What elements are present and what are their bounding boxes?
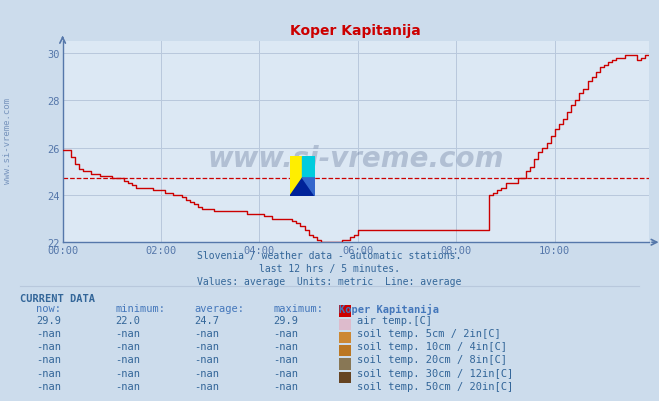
Text: -nan: -nan [115, 368, 140, 378]
Text: -nan: -nan [36, 381, 61, 391]
Text: soil temp. 20cm / 8in[C]: soil temp. 20cm / 8in[C] [357, 354, 507, 365]
Text: 29.9: 29.9 [273, 315, 299, 325]
Text: maximum:: maximum: [273, 303, 324, 313]
Text: -nan: -nan [273, 328, 299, 338]
Text: 22.0: 22.0 [115, 315, 140, 325]
Polygon shape [302, 156, 315, 196]
Polygon shape [290, 156, 302, 196]
Title: Koper Kapitanija: Koper Kapitanija [291, 24, 421, 38]
Polygon shape [302, 178, 315, 196]
Text: soil temp. 10cm / 4in[C]: soil temp. 10cm / 4in[C] [357, 341, 507, 351]
Text: air temp.[C]: air temp.[C] [357, 315, 432, 325]
Text: -nan: -nan [115, 354, 140, 365]
Text: -nan: -nan [194, 354, 219, 365]
Text: -nan: -nan [273, 381, 299, 391]
Text: soil temp. 30cm / 12in[C]: soil temp. 30cm / 12in[C] [357, 368, 513, 378]
Text: -nan: -nan [194, 368, 219, 378]
Text: average:: average: [194, 303, 244, 313]
Text: -nan: -nan [273, 368, 299, 378]
Text: -nan: -nan [194, 328, 219, 338]
Text: -nan: -nan [273, 354, 299, 365]
Text: Slovenia / weather data - automatic stations.: Slovenia / weather data - automatic stat… [197, 251, 462, 261]
Text: -nan: -nan [115, 328, 140, 338]
Text: -nan: -nan [36, 368, 61, 378]
Text: -nan: -nan [115, 341, 140, 351]
Text: CURRENT DATA: CURRENT DATA [20, 294, 95, 304]
Text: Koper Kapitanija: Koper Kapitanija [339, 303, 440, 314]
Text: soil temp. 50cm / 20in[C]: soil temp. 50cm / 20in[C] [357, 381, 513, 391]
Polygon shape [290, 178, 315, 196]
Text: -nan: -nan [36, 341, 61, 351]
Text: -nan: -nan [36, 328, 61, 338]
Text: soil temp. 5cm / 2in[C]: soil temp. 5cm / 2in[C] [357, 328, 500, 338]
Text: -nan: -nan [115, 381, 140, 391]
Text: 24.7: 24.7 [194, 315, 219, 325]
Text: -nan: -nan [36, 354, 61, 365]
Text: Values: average  Units: metric  Line: average: Values: average Units: metric Line: aver… [197, 276, 462, 286]
Text: -nan: -nan [194, 341, 219, 351]
Text: now:: now: [36, 303, 61, 313]
Text: www.si-vreme.com: www.si-vreme.com [3, 97, 13, 183]
Text: last 12 hrs / 5 minutes.: last 12 hrs / 5 minutes. [259, 263, 400, 273]
Text: minimum:: minimum: [115, 303, 165, 313]
Text: 29.9: 29.9 [36, 315, 61, 325]
Text: -nan: -nan [273, 341, 299, 351]
Text: -nan: -nan [194, 381, 219, 391]
Text: www.si-vreme.com: www.si-vreme.com [208, 144, 504, 172]
